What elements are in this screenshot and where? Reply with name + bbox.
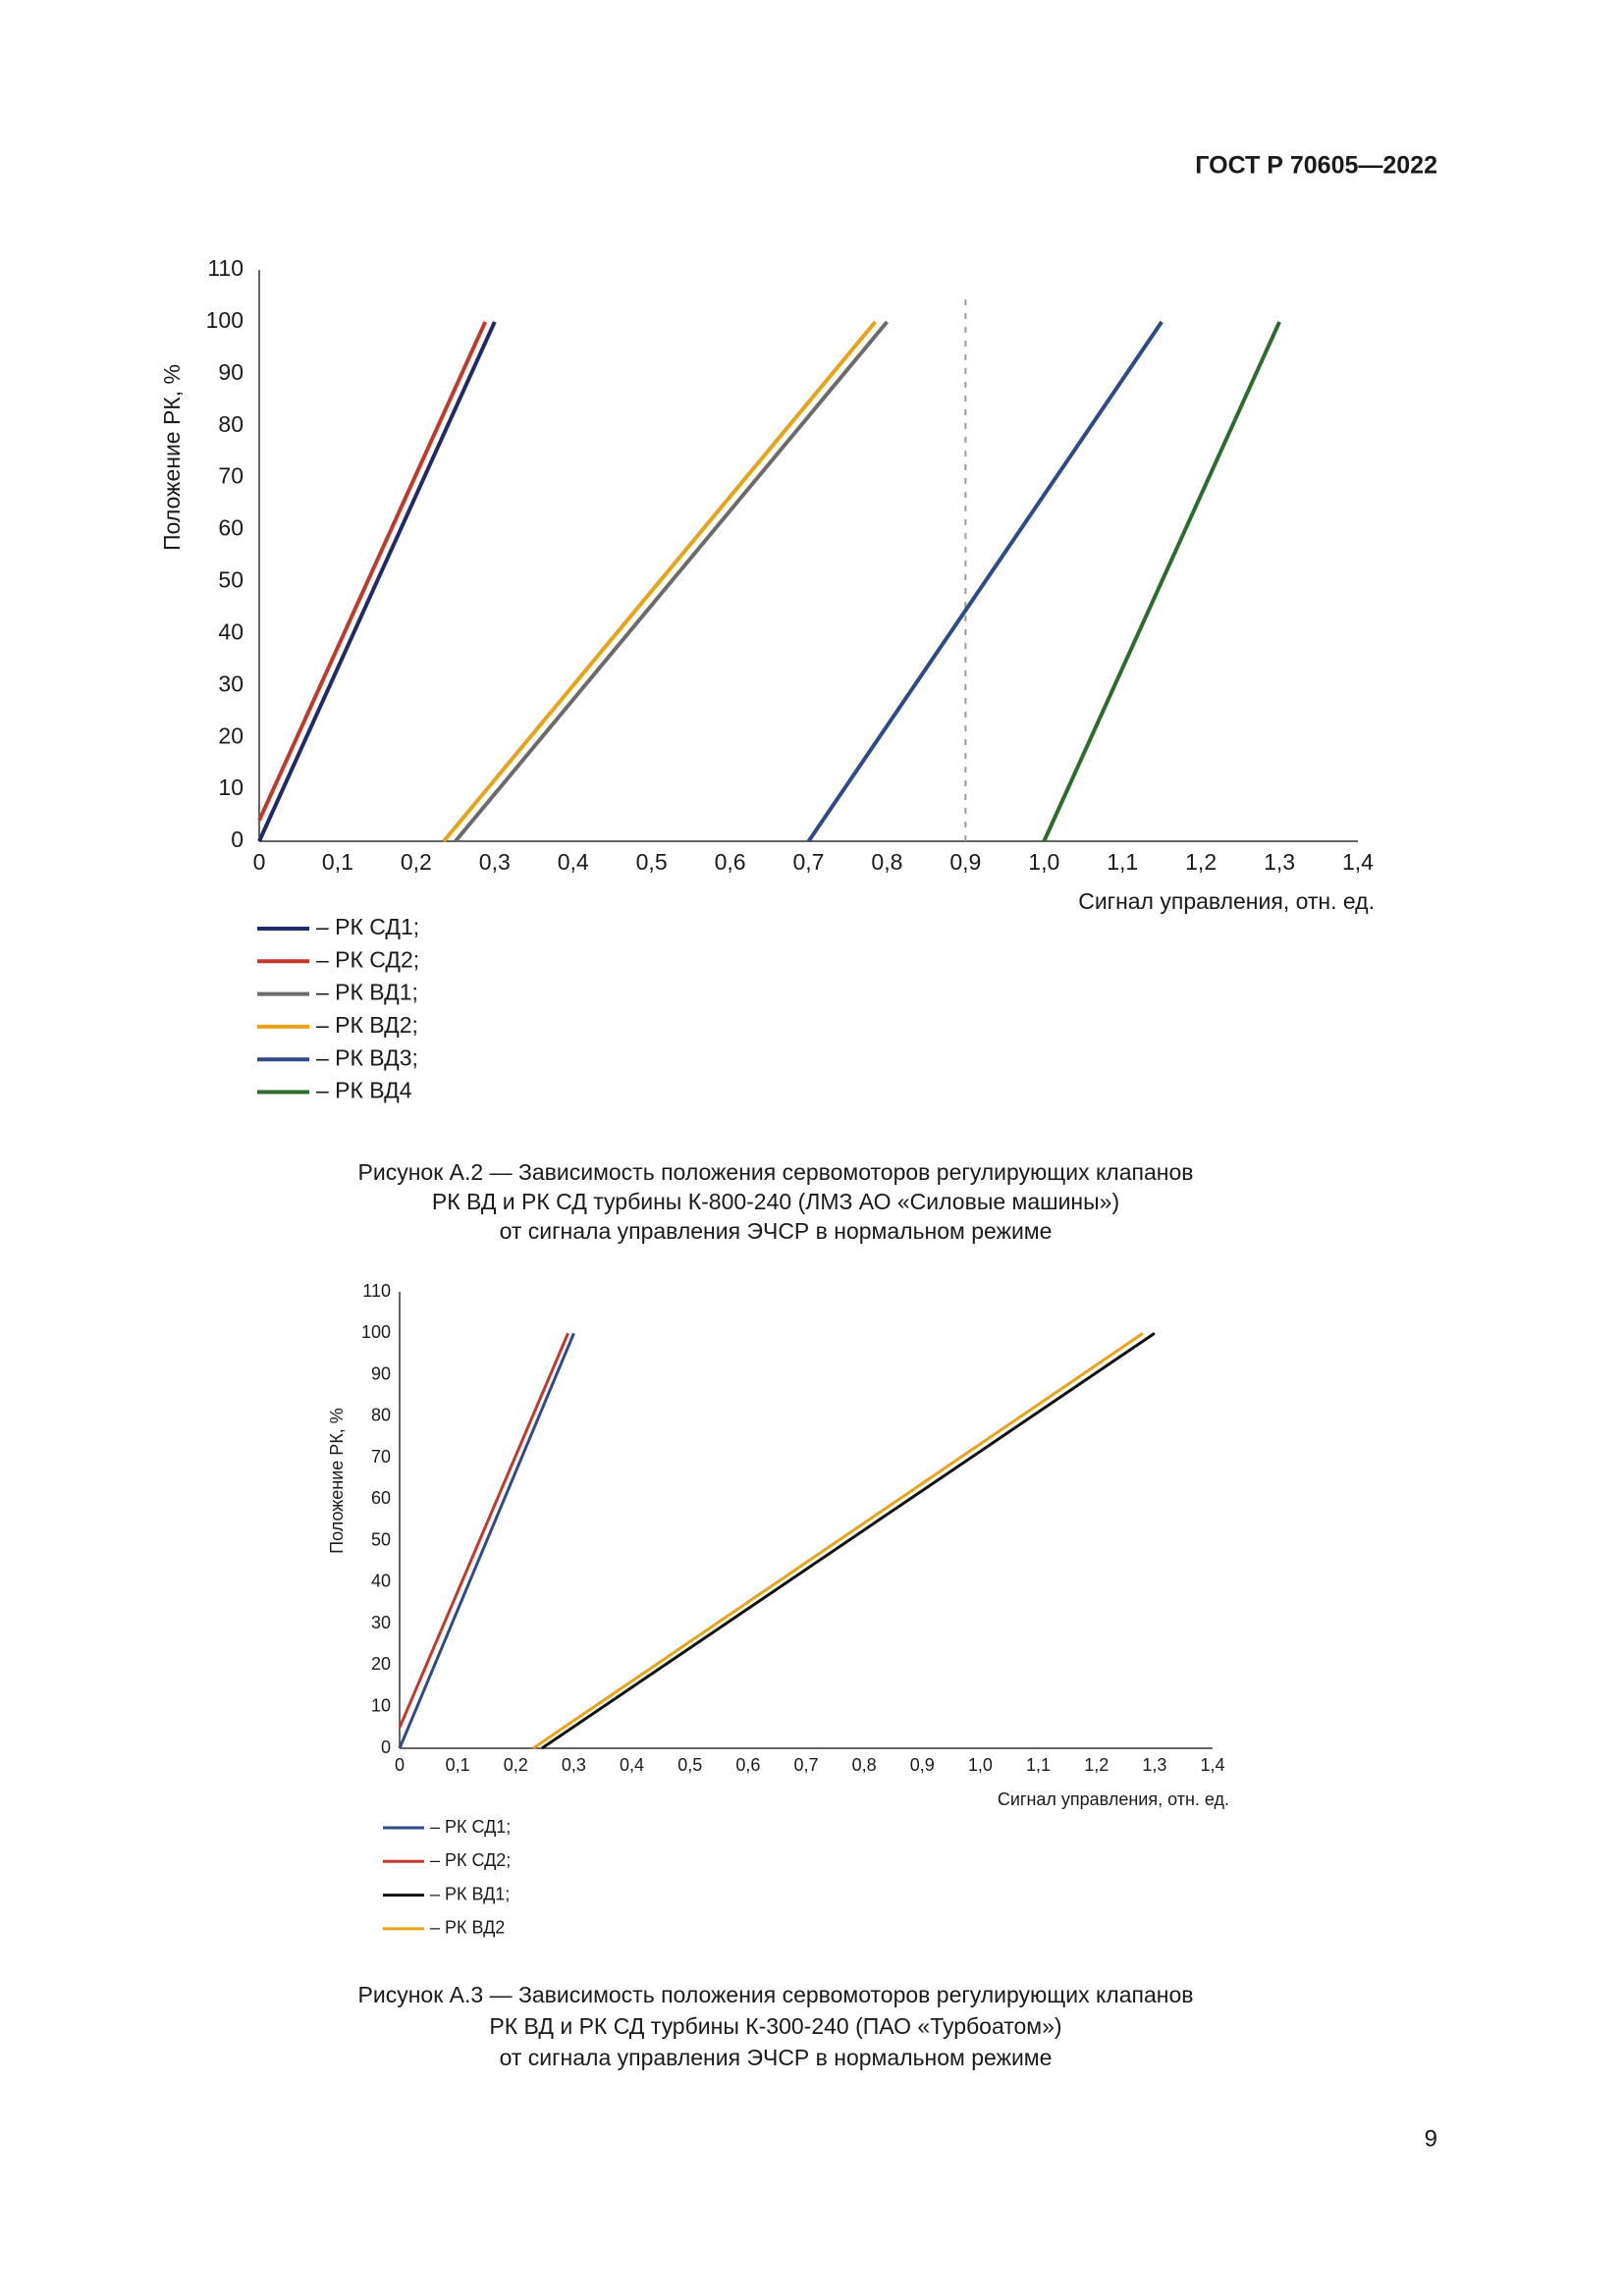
x-tick-label: 1,0 bbox=[968, 1755, 993, 1775]
x-tick-label: 1,3 bbox=[1264, 849, 1295, 875]
x-tick-label: 0,2 bbox=[401, 849, 432, 875]
legend-label: – РК ВД2 bbox=[430, 1918, 505, 1938]
y-tick-label: 30 bbox=[218, 670, 244, 696]
series-line bbox=[398, 1332, 569, 1729]
y-tick-label: 70 bbox=[371, 1447, 391, 1467]
y-tick-label: 90 bbox=[371, 1363, 391, 1383]
figure-caption: от сигнала управления ЭЧСР в нормальном … bbox=[500, 1218, 1053, 1244]
x-tick-label: 0,2 bbox=[504, 1755, 528, 1775]
series-line bbox=[806, 320, 1164, 843]
y-tick-label: 20 bbox=[218, 722, 244, 748]
x-tick-label: 1,2 bbox=[1185, 849, 1217, 875]
y-tick-label: 100 bbox=[206, 307, 244, 333]
y-tick-label: 100 bbox=[361, 1322, 391, 1342]
x-tick-label: 0,6 bbox=[735, 1755, 760, 1775]
x-tick-label: 0 bbox=[253, 849, 266, 875]
series-line bbox=[398, 1332, 575, 1749]
x-tick-label: 1,1 bbox=[1026, 1755, 1051, 1775]
x-axis-label: Сигнал управления, отн. ед. bbox=[998, 1789, 1229, 1809]
y-tick-label: 50 bbox=[218, 567, 244, 593]
legend-label: – РК СД2; bbox=[430, 1850, 511, 1870]
x-tick-label: 0,1 bbox=[446, 1755, 470, 1775]
y-tick-label: 20 bbox=[371, 1654, 391, 1674]
x-tick-label: 0,5 bbox=[677, 1755, 702, 1775]
x-tick-label: 0,9 bbox=[949, 849, 981, 875]
legend-label: – РК СД1; bbox=[316, 914, 419, 939]
y-tick-label: 110 bbox=[207, 255, 244, 281]
figure-caption: от сигнала управления ЭЧСР в нормальном … bbox=[500, 2045, 1053, 2070]
series-line bbox=[541, 1332, 1156, 1750]
x-axis-label: Сигнал управления, отн. ед. bbox=[1078, 888, 1375, 914]
legend-label: – РК СД1; bbox=[430, 1817, 511, 1837]
series-line bbox=[257, 321, 497, 842]
figure-caption: РК ВД и РК СД турбины К-800-240 (ЛМЗ АО … bbox=[432, 1189, 1119, 1214]
x-tick-label: 0,7 bbox=[793, 849, 825, 875]
y-tick-label: 60 bbox=[371, 1488, 391, 1508]
x-tick-label: 1,4 bbox=[1200, 1755, 1224, 1775]
y-tick-label: 80 bbox=[371, 1406, 391, 1425]
figure-caption: РК ВД и РК СД турбины К-300-240 (ПАО «Ту… bbox=[489, 2013, 1061, 2039]
x-tick-label: 0,8 bbox=[852, 1755, 877, 1775]
x-tick-label: 1,4 bbox=[1342, 849, 1374, 875]
x-tick-label: 0,9 bbox=[910, 1755, 935, 1775]
series-line bbox=[1042, 321, 1281, 842]
y-tick-label: 10 bbox=[218, 774, 244, 800]
legend-label: – РК ВД4 bbox=[316, 1078, 412, 1103]
series-line bbox=[454, 320, 889, 843]
y-tick-label: 10 bbox=[371, 1695, 391, 1715]
y-tick-label: 40 bbox=[218, 618, 244, 644]
y-tick-label: 60 bbox=[218, 515, 244, 541]
x-tick-label: 1,1 bbox=[1107, 849, 1138, 875]
x-tick-label: 0,4 bbox=[620, 1755, 644, 1775]
y-axis-label: Положение РК, % bbox=[327, 1408, 347, 1554]
y-tick-label: 90 bbox=[218, 359, 244, 385]
y-tick-label: 30 bbox=[371, 1613, 391, 1632]
legend-label: – РК ВД3; bbox=[316, 1044, 418, 1070]
legend-label: – РК ВД1; bbox=[316, 980, 418, 1005]
y-tick-label: 80 bbox=[218, 411, 244, 437]
x-tick-label: 0,7 bbox=[793, 1755, 818, 1775]
series-line bbox=[257, 321, 488, 822]
x-tick-label: 0 bbox=[395, 1755, 405, 1775]
legend-label: – РК СД2; bbox=[316, 946, 419, 972]
x-tick-label: 1,2 bbox=[1084, 1755, 1109, 1775]
x-tick-label: 0,5 bbox=[636, 849, 668, 875]
page-number: 9 bbox=[1425, 2125, 1437, 2152]
x-tick-label: 1,3 bbox=[1142, 1755, 1166, 1775]
y-tick-label: 40 bbox=[371, 1572, 391, 1591]
x-tick-label: 0,4 bbox=[558, 849, 589, 875]
x-tick-label: 1,0 bbox=[1028, 849, 1059, 875]
x-tick-label: 0,3 bbox=[562, 1755, 586, 1775]
y-tick-label: 70 bbox=[218, 463, 244, 489]
x-tick-label: 0,3 bbox=[479, 849, 511, 875]
figure-caption: Рисунок А.3 — Зависимость положения серв… bbox=[358, 1982, 1194, 2007]
x-tick-label: 0,8 bbox=[871, 849, 902, 875]
x-tick-label: 0,6 bbox=[715, 849, 746, 875]
header-title: ГОСТ Р 70605—2022 bbox=[1195, 152, 1437, 180]
y-tick-label: 0 bbox=[231, 827, 244, 852]
legend-label: – РК ВД1; bbox=[430, 1884, 510, 1903]
x-tick-label: 0,1 bbox=[322, 849, 353, 875]
series-line bbox=[442, 320, 877, 843]
y-tick-label: 110 bbox=[362, 1281, 391, 1301]
y-tick-label: 50 bbox=[371, 1529, 391, 1549]
legend-label: – РК ВД2; bbox=[316, 1012, 418, 1038]
series-line bbox=[532, 1332, 1144, 1750]
y-tick-label: 0 bbox=[381, 1737, 391, 1757]
y-axis-label: Положение РК, % bbox=[159, 364, 185, 551]
figure-caption: Рисунок А.2 — Зависимость положения серв… bbox=[358, 1159, 1194, 1185]
